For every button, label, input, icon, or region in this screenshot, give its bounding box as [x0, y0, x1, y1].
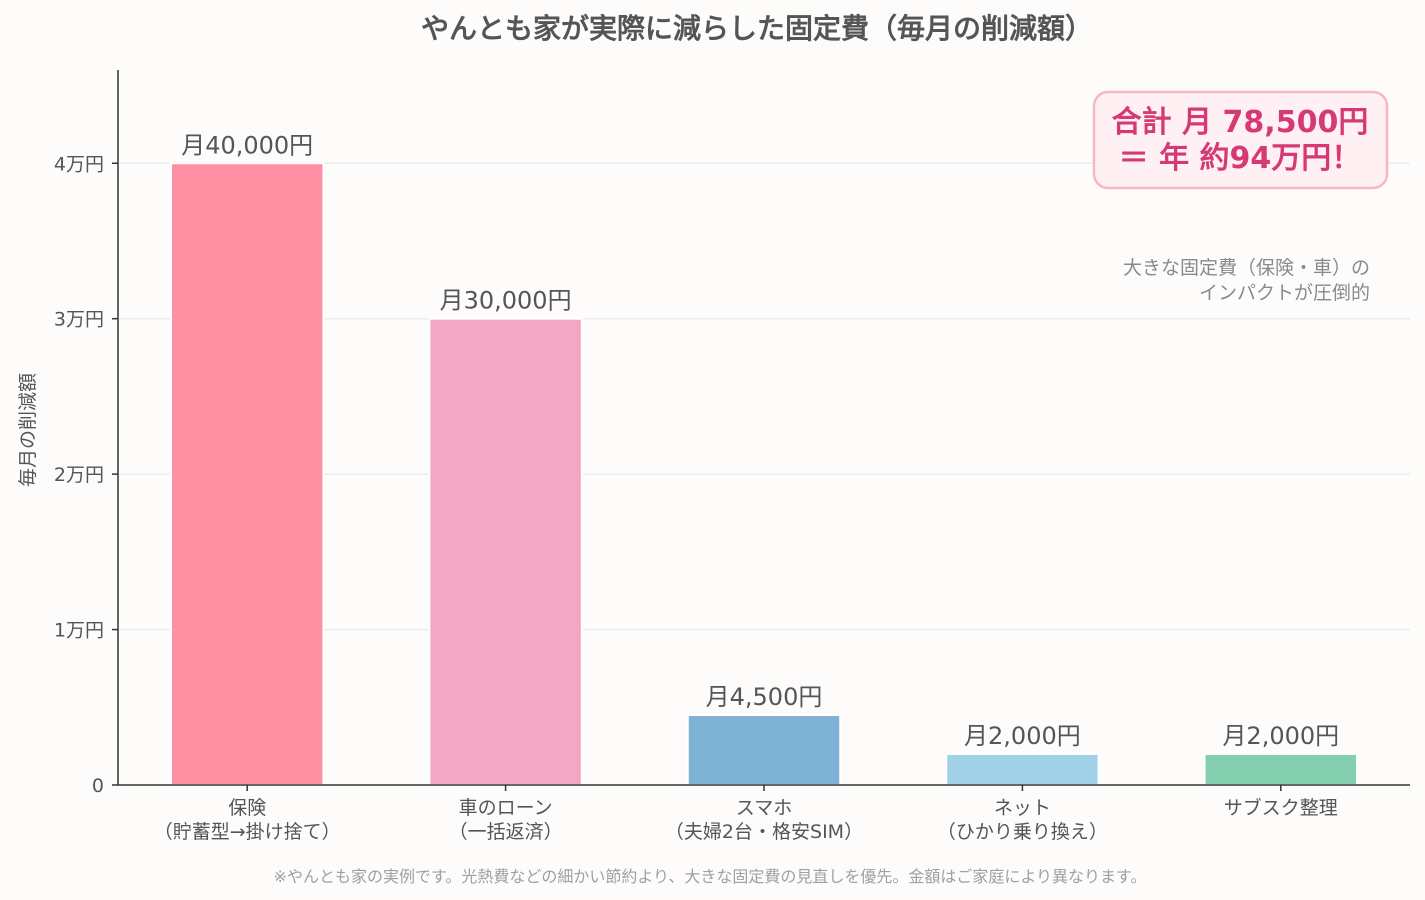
- y-tick-label: 4万円: [54, 153, 104, 175]
- bar: [686, 714, 842, 786]
- annotation-line-1: 大きな固定費（保険・車）の: [1123, 257, 1370, 279]
- x-tick-label: （ひかり乗り換え）: [937, 821, 1108, 843]
- x-tick-label: （夫婦2台・格安SIM）: [665, 821, 863, 843]
- x-tick-label: サブスク整理: [1224, 796, 1338, 819]
- data-label: 月2,000円: [964, 722, 1081, 750]
- data-label: 月40,000円: [181, 131, 313, 159]
- y-tick-label: 1万円: [54, 620, 104, 642]
- x-tick-label: （一括返済）: [449, 821, 563, 843]
- bar: [1203, 752, 1359, 786]
- bar: [169, 162, 325, 786]
- annotation-line-2: インパクトが圧倒的: [1199, 282, 1370, 304]
- x-tick-label: スマホ: [736, 797, 792, 819]
- total-yearly-text: ＝ 年 約94万円！: [1119, 141, 1362, 176]
- x-ticks: 保険（貯蓄型→掛け捨て） 車のローン（一括返済） スマホ（夫婦2台・格安SIM） ネッ…: [154, 785, 1338, 843]
- x-tick-label: ネット: [994, 797, 1051, 819]
- y-tick-label: 2万円: [54, 464, 104, 486]
- total-box: 合計 月 78,500円 ＝ 年 約94万円！: [1092, 90, 1389, 190]
- y-tick-label: 3万円: [54, 309, 104, 331]
- bar: [945, 752, 1100, 786]
- data-label: 月4,500円: [706, 683, 823, 711]
- y-tick-label: 0: [92, 775, 104, 797]
- x-tick-label: （貯蓄型→掛け捨て）: [154, 821, 341, 843]
- total-box-frame: [1092, 90, 1389, 190]
- annotation: 大きな固定費（保険・車）の インパクトが圧倒的: [1123, 257, 1370, 304]
- chart-title: やんとも家が実際に減らした固定費（毎月の削減額）: [421, 12, 1093, 45]
- x-tick-label: 車のローン: [459, 797, 553, 819]
- data-label: 月2,000円: [1222, 722, 1339, 750]
- bar: [428, 317, 583, 786]
- total-monthly-text: 合計 月 78,500円: [1112, 105, 1369, 140]
- y-ticks: 0 1万円 2万円 3万円 4万円: [54, 153, 118, 797]
- x-tick-label: 保険: [228, 797, 266, 819]
- data-label: 月30,000円: [440, 287, 572, 315]
- y-axis-label: 毎月の削減額: [17, 373, 39, 487]
- footnote: ※やんとも家の実例です。光熱費などの細かい節約より、大きな固定費の見直しを優先。…: [274, 867, 1147, 886]
